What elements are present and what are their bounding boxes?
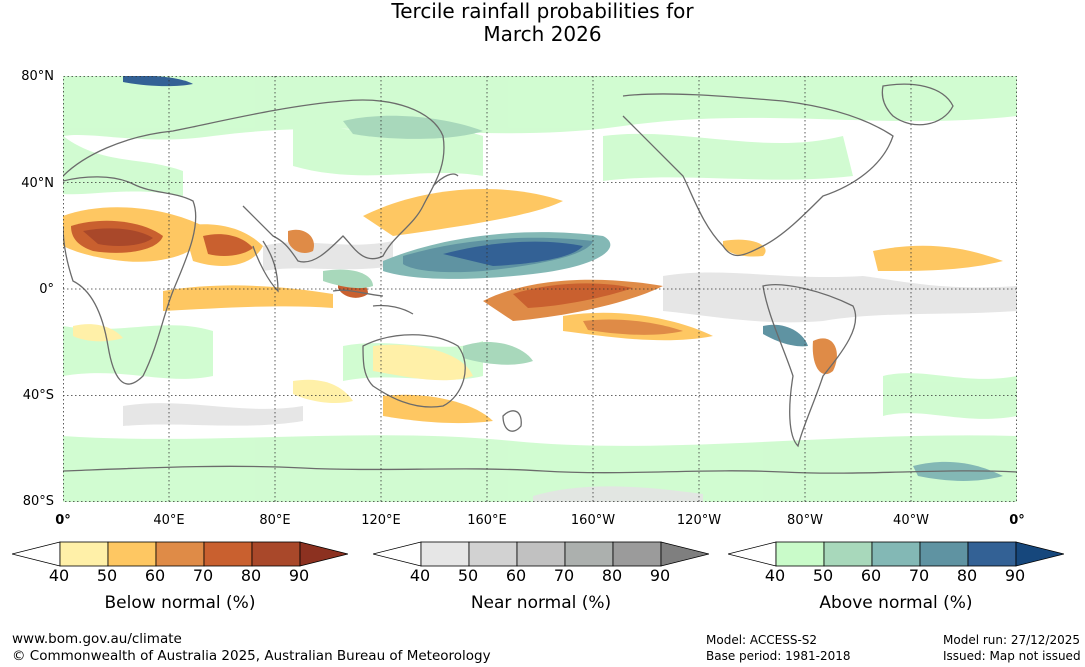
lon-label-0: 0°: [55, 513, 71, 528]
above-normal-title: Above normal (%): [819, 593, 973, 613]
lat-label-40n: 40°N: [21, 176, 54, 191]
near-colorbar-segment: [468, 541, 518, 567]
lon-label-80e: 80°E: [259, 513, 291, 528]
above-tick-70: 70: [908, 566, 930, 585]
above-tick-90: 90: [1004, 566, 1026, 585]
near-colorbar-segment: [564, 541, 614, 567]
near-tick-60: 60: [505, 566, 527, 585]
lon-label-120w: 120°W: [676, 513, 722, 528]
coastlines: [63, 83, 1017, 474]
above-tick-50: 50: [812, 566, 834, 585]
footer-run-info: Model run: 27/12/2025 Issued: Map not is…: [943, 632, 1081, 664]
above-colorbar-segment: [967, 541, 1017, 567]
near-normal-title: Near normal (%): [470, 593, 612, 613]
rainfall-probability-map: [63, 76, 1017, 502]
near-tick-90: 90: [649, 566, 671, 585]
lon-label-0-east: 0°: [1009, 513, 1025, 528]
below-tick-90: 90: [288, 566, 310, 585]
website-link[interactable]: www.bom.gov.au/climate: [12, 631, 182, 647]
near-tick-40: 40: [409, 566, 431, 585]
near-colorbar-segment: [420, 541, 470, 567]
near-tick-50: 50: [457, 566, 479, 585]
near-colorbar-low-triangle: [372, 541, 422, 567]
lat-label-80s: 80°S: [22, 494, 54, 509]
near-colorbar-svg: [372, 541, 710, 567]
lon-label-40w: 40°W: [893, 513, 929, 528]
map-title: Tercile rainfall probabilities for March…: [0, 0, 1085, 46]
below-colorbar-segment: [155, 541, 205, 567]
above-tick-40: 40: [764, 566, 786, 585]
lon-label-120e: 120°E: [361, 513, 401, 528]
near-tick-70: 70: [553, 566, 575, 585]
map-canvas: [63, 76, 1017, 502]
lon-label-40e: 40°E: [153, 513, 185, 528]
graticule: [63, 76, 1017, 502]
above-colorbar-segment: [871, 541, 921, 567]
near-normal-colorbar: [372, 539, 710, 569]
below-tick-50: 50: [96, 566, 118, 585]
footer-left: www.bom.gov.au/climate © Commonwealth of…: [12, 631, 491, 665]
below-normal-title: Below normal (%): [104, 593, 256, 613]
lat-label-40s: 40°S: [22, 388, 54, 403]
above-normal-patches: [123, 76, 1003, 481]
near-colorbar-segment: [612, 541, 662, 567]
above-colorbar-segment: [775, 541, 825, 567]
below-colorbar-segment: [203, 541, 253, 567]
above-tick-80: 80: [956, 566, 978, 585]
below-tick-70: 70: [192, 566, 214, 585]
below-colorbar-segment: [107, 541, 157, 567]
below-colorbar-svg: [11, 541, 349, 567]
above-colorbar-segment: [919, 541, 969, 567]
below-colorbar-segment: [251, 541, 301, 567]
below-tick-60: 60: [144, 566, 166, 585]
below-tick-40: 40: [48, 566, 70, 585]
lon-label-160w: 160°W: [570, 513, 616, 528]
near-colorbar-high-triangle: [660, 541, 710, 567]
above-tick-60: 60: [860, 566, 882, 585]
above-colorbar-segment: [823, 541, 873, 567]
below-tick-80: 80: [240, 566, 262, 585]
title-line-2: March 2026: [483, 22, 602, 46]
lat-label-80n: 80°N: [21, 69, 54, 84]
below-colorbar-high-triangle: [299, 541, 349, 567]
below-colorbar-low-triangle: [11, 541, 61, 567]
below-normal-colorbar: [11, 539, 349, 569]
lon-label-80w: 80°W: [787, 513, 823, 528]
base-period: Base period: 1981-2018: [706, 649, 851, 663]
lat-label-equator: 0°: [39, 282, 54, 297]
below-colorbar-segment: [59, 541, 109, 567]
model-name: Model: ACCESS-S2: [706, 633, 818, 647]
model-run-date: Model run: 27/12/2025: [943, 633, 1081, 647]
copyright-notice: © Commonwealth of Australia 2025, Austra…: [12, 648, 491, 664]
near-tick-80: 80: [601, 566, 623, 585]
above-normal-colorbar: [727, 539, 1065, 569]
above-colorbar-low-triangle: [727, 541, 777, 567]
lon-label-160e: 160°E: [467, 513, 507, 528]
footer-model-info: Model: ACCESS-S2 Base period: 1981-2018: [706, 632, 851, 664]
above-colorbar-high-triangle: [1015, 541, 1065, 567]
near-colorbar-segment: [516, 541, 566, 567]
issue-status: Issued: Map not issued: [943, 649, 1081, 663]
title-line-1: Tercile rainfall probabilities for: [391, 0, 694, 23]
above-colorbar-svg: [727, 541, 1065, 567]
